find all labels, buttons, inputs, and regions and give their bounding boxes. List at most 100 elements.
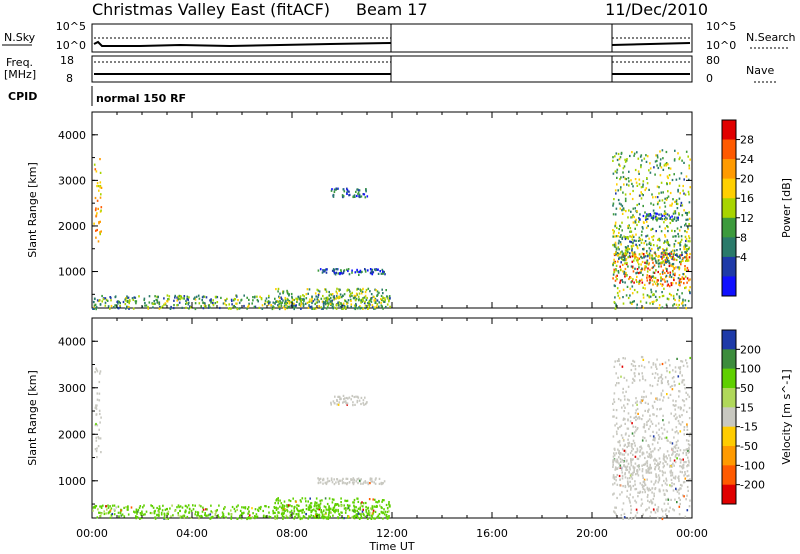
data-cell — [644, 217, 647, 220]
data-cell — [115, 506, 117, 509]
cpid-value: normal 150 RF — [96, 92, 186, 105]
data-cell — [620, 186, 622, 189]
data-cell — [683, 400, 685, 403]
data-cell — [641, 483, 643, 486]
data-cell — [616, 496, 618, 500]
data-cell — [622, 387, 624, 390]
data-cell — [332, 514, 334, 517]
data-cell — [345, 301, 348, 304]
data-cell — [673, 459, 676, 462]
data-cell — [356, 401, 359, 404]
data-cell — [612, 264, 614, 267]
data-cell — [646, 488, 649, 491]
data-cell — [664, 197, 666, 200]
data-cell — [668, 510, 670, 513]
data-cell — [648, 468, 651, 471]
data-cell — [612, 204, 614, 207]
data-cell — [677, 188, 679, 191]
data-cell — [97, 207, 99, 210]
data-cell — [344, 307, 347, 310]
data-cell — [677, 235, 680, 238]
data-cell — [628, 517, 630, 520]
data-cell — [302, 298, 304, 301]
data-cell — [96, 182, 99, 185]
data-cell — [225, 516, 227, 519]
data-cell — [314, 513, 317, 516]
data-cell — [650, 455, 653, 458]
data-cell — [656, 219, 658, 222]
data-cell — [653, 166, 655, 169]
data-cell — [355, 292, 358, 295]
colorbar-segment — [722, 446, 736, 466]
data-cell — [626, 261, 628, 265]
data-cell — [662, 248, 664, 251]
data-cell — [321, 513, 324, 516]
data-cell — [343, 517, 345, 520]
data-cell — [347, 299, 350, 302]
data-cell — [353, 478, 355, 481]
data-cell — [659, 174, 662, 177]
data-cell — [365, 288, 368, 292]
nave-right-tick-top: 80 — [706, 54, 720, 67]
data-cell — [682, 464, 684, 467]
data-cell — [366, 195, 369, 198]
data-cell — [614, 223, 617, 226]
data-cell — [206, 514, 208, 517]
data-cell — [142, 513, 145, 516]
data-cell — [650, 471, 653, 474]
data-cell — [621, 212, 624, 215]
data-cell — [319, 481, 322, 484]
data-cell — [612, 229, 614, 232]
data-cell — [624, 406, 626, 409]
data-cell — [686, 281, 688, 284]
data-cell — [652, 266, 655, 269]
data-cell — [96, 398, 99, 401]
data-cell — [667, 396, 670, 399]
data-cell — [328, 294, 330, 297]
data-cell — [671, 453, 673, 456]
data-cell — [618, 297, 621, 300]
data-cell — [284, 509, 286, 512]
data-cell — [666, 255, 668, 258]
data-cell — [641, 230, 643, 233]
data-cell — [630, 216, 632, 219]
data-cell — [160, 513, 163, 516]
data-cell — [622, 207, 625, 210]
data-cell — [360, 289, 363, 292]
data-cell — [311, 509, 314, 512]
data-cell — [641, 502, 644, 505]
data-cell — [158, 505, 161, 508]
data-cell — [614, 468, 616, 471]
data-cell — [342, 294, 344, 297]
data-cell — [630, 511, 632, 514]
data-cell — [346, 507, 349, 510]
data-cell — [297, 515, 300, 518]
data-cell — [353, 307, 356, 310]
data-cell — [663, 210, 666, 213]
data-cell — [360, 516, 363, 519]
data-cell — [662, 269, 664, 272]
data-cell — [346, 192, 348, 195]
data-cell — [99, 370, 102, 373]
data-cell — [134, 296, 137, 299]
data-cell — [622, 256, 625, 259]
data-cell — [634, 455, 637, 458]
data-cell — [639, 446, 641, 449]
data-cell — [96, 199, 99, 202]
data-cell — [678, 177, 681, 180]
data-cell — [365, 508, 367, 511]
data-cell — [672, 262, 675, 266]
data-cell — [354, 403, 356, 406]
data-cell — [685, 248, 688, 251]
data-cell — [337, 510, 339, 513]
data-cell — [645, 301, 648, 304]
data-cell — [613, 253, 616, 256]
data-cell — [354, 271, 357, 274]
data-cell — [304, 302, 307, 305]
data-cell — [676, 416, 678, 419]
data-cell — [186, 295, 189, 298]
data-cell — [623, 512, 626, 515]
data-cell — [680, 302, 683, 305]
data-cell — [653, 276, 655, 279]
data-cell — [347, 505, 350, 508]
